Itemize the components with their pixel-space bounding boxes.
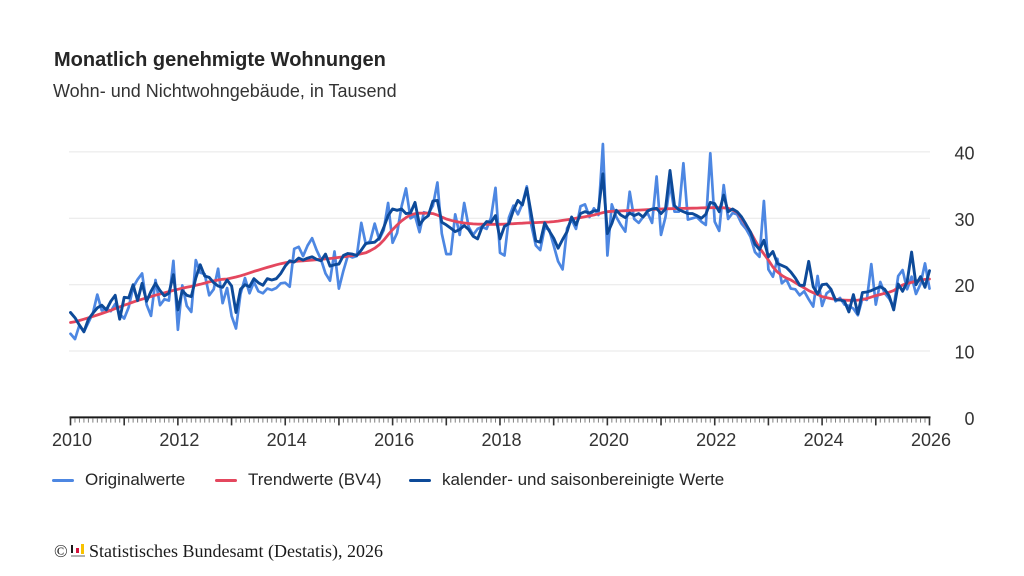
svg-text:2022: 2022 <box>696 430 736 450</box>
svg-text:40: 40 <box>954 143 974 163</box>
svg-text:2020: 2020 <box>589 430 629 450</box>
svg-text:2014: 2014 <box>267 430 307 450</box>
svg-text:2026: 2026 <box>911 430 951 450</box>
svg-text:10: 10 <box>954 343 974 363</box>
svg-text:2016: 2016 <box>374 430 414 450</box>
svg-text:30: 30 <box>954 210 974 230</box>
svg-text:2018: 2018 <box>481 430 521 450</box>
svg-text:2024: 2024 <box>804 430 844 450</box>
svg-text:20: 20 <box>954 276 974 296</box>
svg-text:0: 0 <box>964 409 974 429</box>
svg-text:2012: 2012 <box>159 430 199 450</box>
svg-text:2010: 2010 <box>52 430 92 450</box>
